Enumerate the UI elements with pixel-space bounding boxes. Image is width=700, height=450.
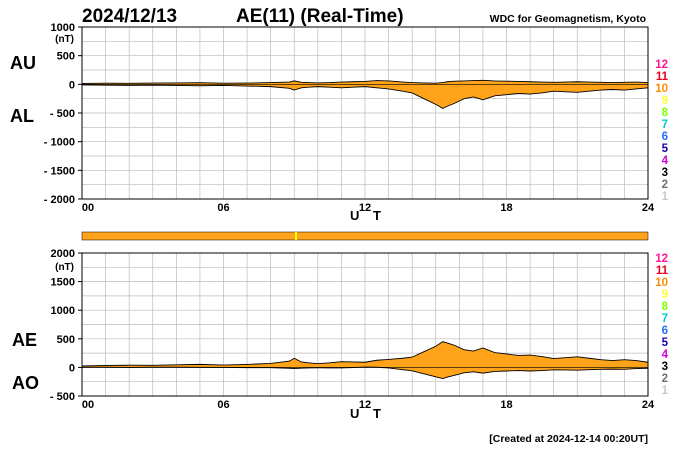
station-count-label: 7 <box>662 313 668 325</box>
au-al-y-axis: 1000 500 0 - 500 - 1000 - 1500 - 2000 <box>44 22 82 206</box>
ae-ao-frame <box>81 252 649 397</box>
station-count-label: 4 <box>662 349 669 361</box>
ae-ao-unit: (nT) <box>55 262 74 273</box>
area-ao <box>82 367 648 379</box>
au-al-grid <box>82 27 648 199</box>
au-al-x-axis: 00 06 12 18 24 <box>82 202 655 214</box>
y-tick-label: - 2000 <box>44 194 75 206</box>
data-status-bar <box>81 231 649 241</box>
station-count-label: 6 <box>662 325 668 337</box>
station-count-label: 3 <box>662 167 668 179</box>
ae-ao-y-axis: 2000 1500 1000 500 0 - 500 <box>50 248 82 403</box>
station-count-label: 1 <box>662 191 669 203</box>
x-tick-label: 12 <box>359 202 371 214</box>
station-count-label: 3 <box>662 361 668 373</box>
line-al <box>81 84 649 109</box>
station-count-label: 10 <box>655 83 668 95</box>
station-count-label: 12 <box>655 253 668 265</box>
ae-ao-x-label: U T <box>350 406 386 421</box>
y-tick-label: 1000 <box>51 305 75 317</box>
x-tick-label: 06 <box>217 399 229 411</box>
series-label-ae: AE <box>12 330 37 350</box>
y-tick-label: 500 <box>57 51 75 63</box>
x-tick-label: 00 <box>82 202 94 214</box>
line-ae <box>81 341 649 367</box>
area-ae <box>82 341 648 368</box>
y-tick-label: 2000 <box>51 248 75 260</box>
x-tick-label: 18 <box>500 399 512 411</box>
series-label-ao: AO <box>12 373 39 393</box>
y-tick-label: 500 <box>57 334 75 346</box>
y-tick-label: 0 <box>69 362 75 374</box>
x-tick-label: 00 <box>82 399 94 411</box>
station-count-label: 2 <box>662 179 668 191</box>
y-tick-label: - 500 <box>50 391 75 403</box>
data-source: WDC for Geomagnetism, Kyoto <box>490 13 646 25</box>
station-count-label: 8 <box>662 301 669 313</box>
station-count-label: 11 <box>656 71 669 83</box>
y-tick-label: 1000 <box>51 22 75 34</box>
x-tick-label: 12 <box>359 399 371 411</box>
y-tick-label: - 1000 <box>44 137 75 149</box>
status-bar-marker <box>295 232 297 240</box>
line-au <box>81 79 649 84</box>
station-count-label: 11 <box>656 265 669 277</box>
area-al <box>82 84 648 109</box>
station-count-label: 5 <box>662 337 669 349</box>
x-tick-label: 06 <box>217 202 229 214</box>
station-count-label: 8 <box>662 107 669 119</box>
y-tick-label: - 1500 <box>44 165 75 177</box>
series-label-au: AU <box>10 53 36 73</box>
ae-ao-plot <box>81 341 649 380</box>
station-count-label: 1 <box>662 385 669 397</box>
station-count-label: 7 <box>662 119 668 131</box>
ae-ao-grid <box>82 253 648 396</box>
au-al-plot <box>81 79 649 109</box>
station-count-label: 9 <box>662 289 668 301</box>
created-timestamp: [Created at 2024-12-14 00:20UT] <box>489 433 648 445</box>
au-al-unit: (nT) <box>55 34 74 45</box>
y-tick-label: - 500 <box>50 108 75 120</box>
station-count-label: 2 <box>662 373 668 385</box>
ae-ao-x-axis: 00 06 12 18 24 <box>82 399 655 411</box>
station-count-label: 4 <box>662 155 669 167</box>
station-count-label: 6 <box>662 131 668 143</box>
chart-title: AE(11) (Real-Time) <box>236 6 404 27</box>
y-tick-label: 1500 <box>51 277 75 289</box>
station-count-label: 9 <box>662 95 668 107</box>
y-tick-label: 0 <box>69 79 75 91</box>
x-tick-label: 18 <box>500 202 512 214</box>
chart-date: 2024/12/13 <box>82 6 177 27</box>
status-bar-fill <box>81 231 649 241</box>
series-label-al: AL <box>10 106 34 126</box>
x-tick-label: 24 <box>642 399 655 411</box>
au-al-x-label: U T <box>350 208 386 223</box>
station-count-label: 12 <box>655 59 668 71</box>
station-count-label: 5 <box>662 143 669 155</box>
x-tick-label: 24 <box>642 202 655 214</box>
station-count-label: 10 <box>655 277 668 289</box>
